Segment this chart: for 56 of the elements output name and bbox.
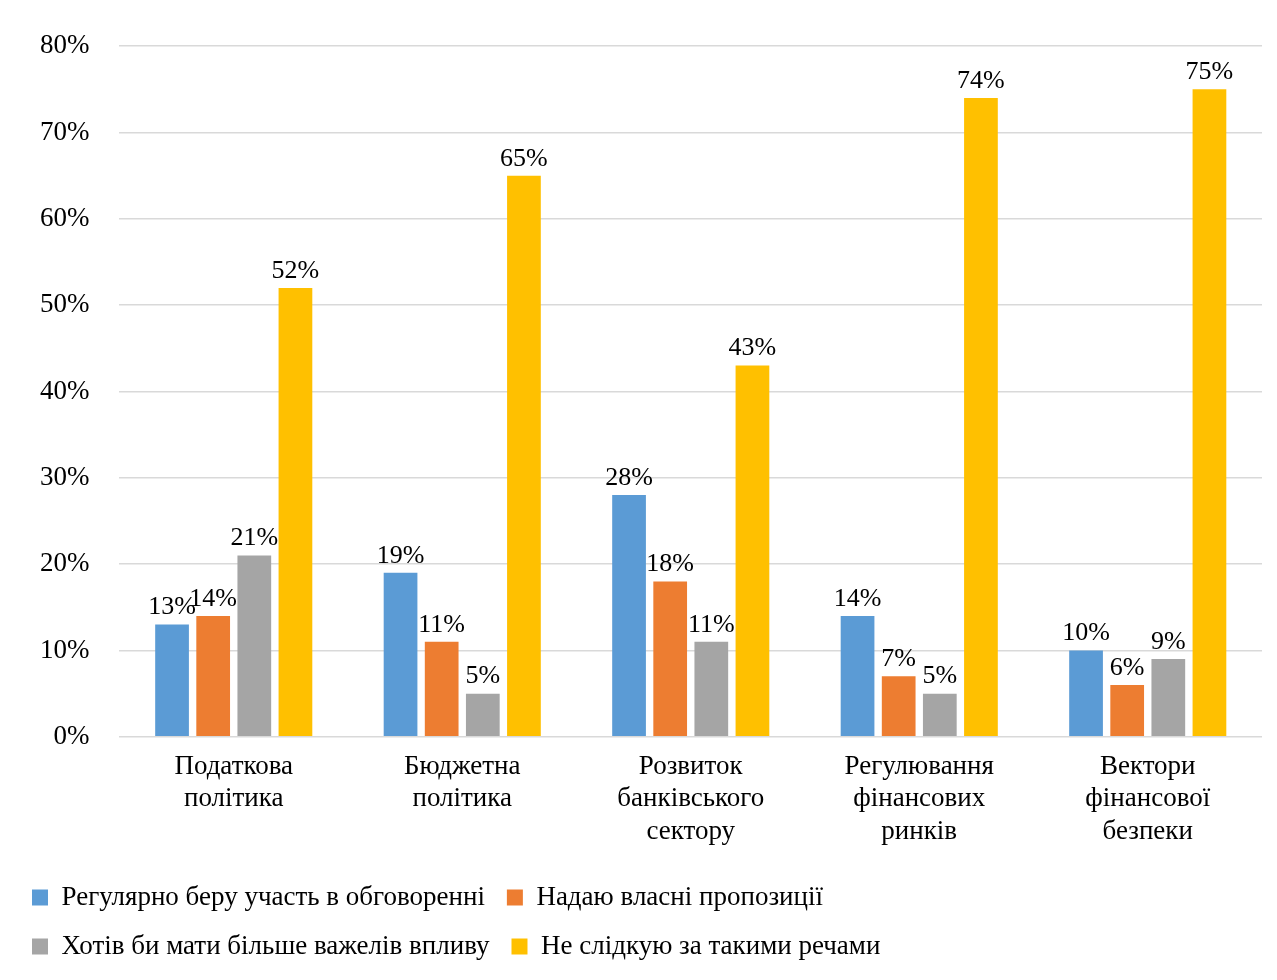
bar (155, 624, 189, 737)
bar (735, 365, 770, 737)
bar (1110, 685, 1145, 737)
bar (507, 175, 541, 737)
data-label: 5% (465, 660, 501, 690)
bar (964, 98, 998, 737)
legend-label: Регулярно беру участь в обговоренні (61, 880, 485, 911)
data-label: 6% (1109, 651, 1145, 681)
legend-label: Хотів би мати більше важелів впливу (61, 929, 490, 960)
y-tick-label: 50% (39, 288, 90, 319)
x-tick-label: Податкова політика (174, 750, 294, 813)
bar (653, 581, 688, 737)
bar (922, 693, 957, 737)
y-tick-label: 10% (39, 633, 90, 664)
bar (1069, 650, 1103, 737)
data-label: 21% (230, 522, 279, 552)
y-tick-label: 20% (39, 547, 90, 578)
data-label: 43% (728, 332, 777, 362)
bar (694, 641, 729, 737)
data-label: 28% (605, 461, 653, 491)
bar (424, 641, 459, 737)
data-label: 14% (833, 582, 882, 612)
data-label: 19% (376, 539, 425, 569)
data-label: 52% (271, 254, 320, 284)
y-tick-label: 60% (39, 201, 90, 232)
data-label: 10% (1062, 617, 1110, 647)
x-tick-label: Бюджетна політика (403, 750, 521, 813)
bar (1151, 659, 1186, 737)
x-tick-label: Регулювання фінансових ринків (844, 750, 994, 845)
bar (1192, 89, 1227, 737)
data-label: 65% (500, 142, 548, 172)
y-tick-label: 0% (53, 719, 90, 750)
x-tick-label: Розвиток банківського сектору (617, 750, 765, 845)
data-label: 9% (1150, 625, 1186, 655)
bar (237, 555, 272, 737)
data-label: 7% (881, 643, 917, 673)
legend-label: Не слідкую за такими речами (540, 929, 881, 960)
bar (881, 676, 916, 737)
data-label: 5% (922, 660, 958, 690)
y-tick-label: 70% (39, 115, 90, 146)
bar (465, 693, 500, 737)
data-label: 11% (687, 608, 735, 638)
bar (612, 495, 646, 737)
bar (196, 615, 231, 737)
bar (278, 287, 313, 737)
bar (383, 572, 418, 737)
y-tick-label: 80% (39, 29, 90, 60)
data-label: 18% (646, 548, 695, 578)
y-tick-label: 30% (39, 460, 90, 491)
legend-label: Надаю власні пропозиції (536, 880, 824, 911)
y-tick-label: 40% (39, 374, 90, 405)
data-label: 75% (1185, 56, 1234, 86)
data-label: 11% (418, 608, 466, 638)
data-label: 74% (957, 64, 1005, 94)
x-tick-label: Вектори фінансової безпеки (1085, 750, 1211, 845)
bar (840, 615, 875, 737)
